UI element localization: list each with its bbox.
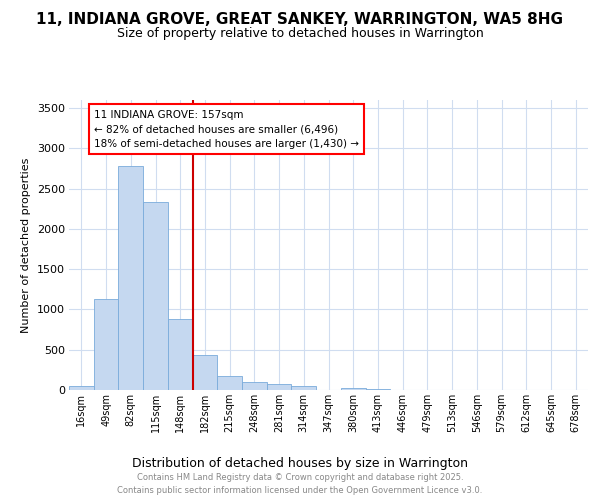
Bar [365, 389, 390, 390]
Text: 11, INDIANA GROVE, GREAT SANKEY, WARRINGTON, WA5 8HG: 11, INDIANA GROVE, GREAT SANKEY, WARRING… [37, 12, 563, 28]
Bar [94, 299, 118, 390]
Bar [217, 376, 242, 390]
Bar [341, 388, 365, 390]
Bar [168, 319, 193, 390]
Text: Contains HM Land Registry data © Crown copyright and database right 2025.
Contai: Contains HM Land Registry data © Crown c… [118, 474, 482, 495]
Y-axis label: Number of detached properties: Number of detached properties [21, 158, 31, 332]
Bar [292, 386, 316, 390]
Bar [242, 382, 267, 390]
Bar [118, 166, 143, 390]
Text: Size of property relative to detached houses in Warrington: Size of property relative to detached ho… [116, 28, 484, 40]
Bar [69, 386, 94, 390]
Bar [267, 384, 292, 390]
Bar [143, 202, 168, 390]
Text: Distribution of detached houses by size in Warrington: Distribution of detached houses by size … [132, 458, 468, 470]
Text: 11 INDIANA GROVE: 157sqm
← 82% of detached houses are smaller (6,496)
18% of sem: 11 INDIANA GROVE: 157sqm ← 82% of detach… [94, 110, 359, 150]
Bar [193, 354, 217, 390]
